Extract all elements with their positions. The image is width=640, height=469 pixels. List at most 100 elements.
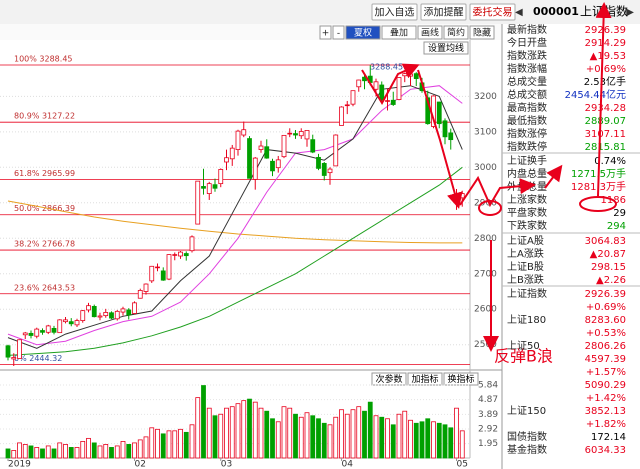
button-label[interactable]: - — [337, 29, 340, 39]
nav-arrow[interactable]: ▶ — [626, 7, 634, 18]
volume-bar — [459, 430, 465, 459]
volume-bar — [195, 397, 201, 459]
volume-bar — [402, 410, 408, 459]
candle-body — [40, 330, 45, 333]
volume-bar — [350, 409, 356, 459]
quote-label: 基金指数 — [507, 443, 547, 456]
button[interactable] — [420, 3, 467, 21]
candle-body — [5, 345, 11, 358]
button-label[interactable]: 画线 — [421, 27, 439, 39]
quote-label: 国债指数 — [507, 430, 547, 443]
volume-bar — [247, 398, 252, 459]
quote-value: 294 — [607, 221, 626, 232]
button-label[interactable]: 加入自选 — [375, 6, 415, 19]
candle-body — [63, 319, 68, 323]
volume-bar — [22, 444, 28, 459]
arrow — [459, 175, 536, 208]
button-label[interactable]: 叠加 — [390, 28, 408, 39]
x-tick-label: 2019 — [8, 460, 31, 469]
button[interactable] — [443, 372, 479, 386]
button[interactable] — [319, 25, 332, 40]
volume-bar — [264, 410, 270, 459]
candle-body — [241, 129, 247, 136]
volume-bar — [379, 416, 385, 459]
volume-bar — [74, 447, 80, 459]
button-label[interactable]: 添加提醒 — [424, 6, 464, 19]
volume-bar — [183, 431, 189, 459]
button[interactable] — [371, 372, 407, 386]
candle-body — [459, 193, 465, 199]
candle-body — [183, 253, 189, 257]
x-tick-label: 04 — [342, 460, 354, 469]
button-label[interactable]: 委托交易 — [473, 6, 513, 19]
quote-value: +0.53% — [586, 328, 626, 339]
volume-bar — [212, 415, 218, 459]
quote-value: 172.14 — [591, 432, 626, 443]
candle-body — [235, 130, 241, 150]
button[interactable] — [345, 25, 381, 40]
candle-body — [155, 266, 160, 269]
button-label[interactable]: 次参数 — [375, 373, 402, 385]
stock-code: 000001 — [533, 5, 579, 18]
button-label[interactable]: + — [322, 29, 330, 39]
volume-bar — [224, 407, 229, 459]
volume-bar — [172, 430, 178, 459]
button-label[interactable]: 加指标 — [411, 373, 438, 385]
volume-bar — [34, 447, 40, 459]
volume-bar — [86, 437, 91, 459]
candle-body — [160, 270, 166, 281]
quote-value: 2454.44亿元 — [565, 88, 626, 101]
candle-body — [68, 321, 74, 325]
candle-body — [408, 73, 413, 77]
button-label[interactable]: 隐藏 — [473, 27, 491, 39]
volume-bar — [275, 421, 281, 459]
candle-body — [442, 120, 448, 138]
volume-bar — [28, 445, 34, 459]
candle-body — [413, 73, 419, 80]
quote-value: +1.42% — [586, 393, 626, 404]
quote-label: 上B涨跌 — [507, 273, 544, 286]
x-tick-label: 02 — [135, 460, 146, 469]
y-tick-label: 2900 — [474, 198, 497, 208]
volume-bar — [442, 424, 448, 459]
volume-bar — [178, 428, 183, 459]
candle-body — [327, 168, 333, 174]
volume-bar — [57, 442, 63, 459]
quote-label: 上证换手 — [507, 154, 547, 167]
button-label[interactable]: 换指标 — [447, 373, 474, 385]
button[interactable] — [443, 25, 469, 40]
button[interactable] — [407, 372, 443, 386]
circle-mark — [579, 196, 617, 212]
button[interactable] — [332, 25, 345, 40]
button[interactable] — [371, 3, 418, 21]
quote-value: ▲2.26 — [596, 275, 626, 286]
button-label[interactable]: 简约 — [447, 27, 465, 39]
volume-bar — [356, 406, 362, 459]
button-label[interactable]: 设置均线 — [428, 42, 464, 54]
quote-label: 最低指数 — [507, 114, 547, 127]
button[interactable] — [381, 25, 417, 40]
button[interactable] — [423, 41, 469, 55]
quote-value: 5090.29 — [585, 380, 626, 391]
button[interactable] — [417, 25, 443, 40]
button-label[interactable]: 夏权 — [354, 27, 372, 39]
volume-bar — [229, 406, 235, 459]
candle-body — [339, 106, 344, 126]
y-tick-label: 3000 — [474, 163, 497, 173]
button[interactable] — [469, 3, 516, 21]
button[interactable] — [469, 25, 495, 40]
candle-body — [80, 310, 86, 321]
candle-body — [321, 163, 327, 176]
quote-label: 总成交额 — [507, 88, 547, 101]
candle-body — [390, 99, 396, 105]
nav-arrow[interactable]: ◀ — [515, 7, 523, 18]
volume-bar — [206, 407, 212, 459]
quote-value: 6034.33 — [585, 445, 626, 456]
quote-label: 指数跌停 — [507, 140, 547, 153]
candle-body — [275, 159, 281, 169]
volume-bar — [218, 413, 224, 459]
candle-body — [120, 308, 126, 313]
quote-value: +0.69% — [586, 302, 626, 313]
candle-body — [379, 84, 385, 101]
